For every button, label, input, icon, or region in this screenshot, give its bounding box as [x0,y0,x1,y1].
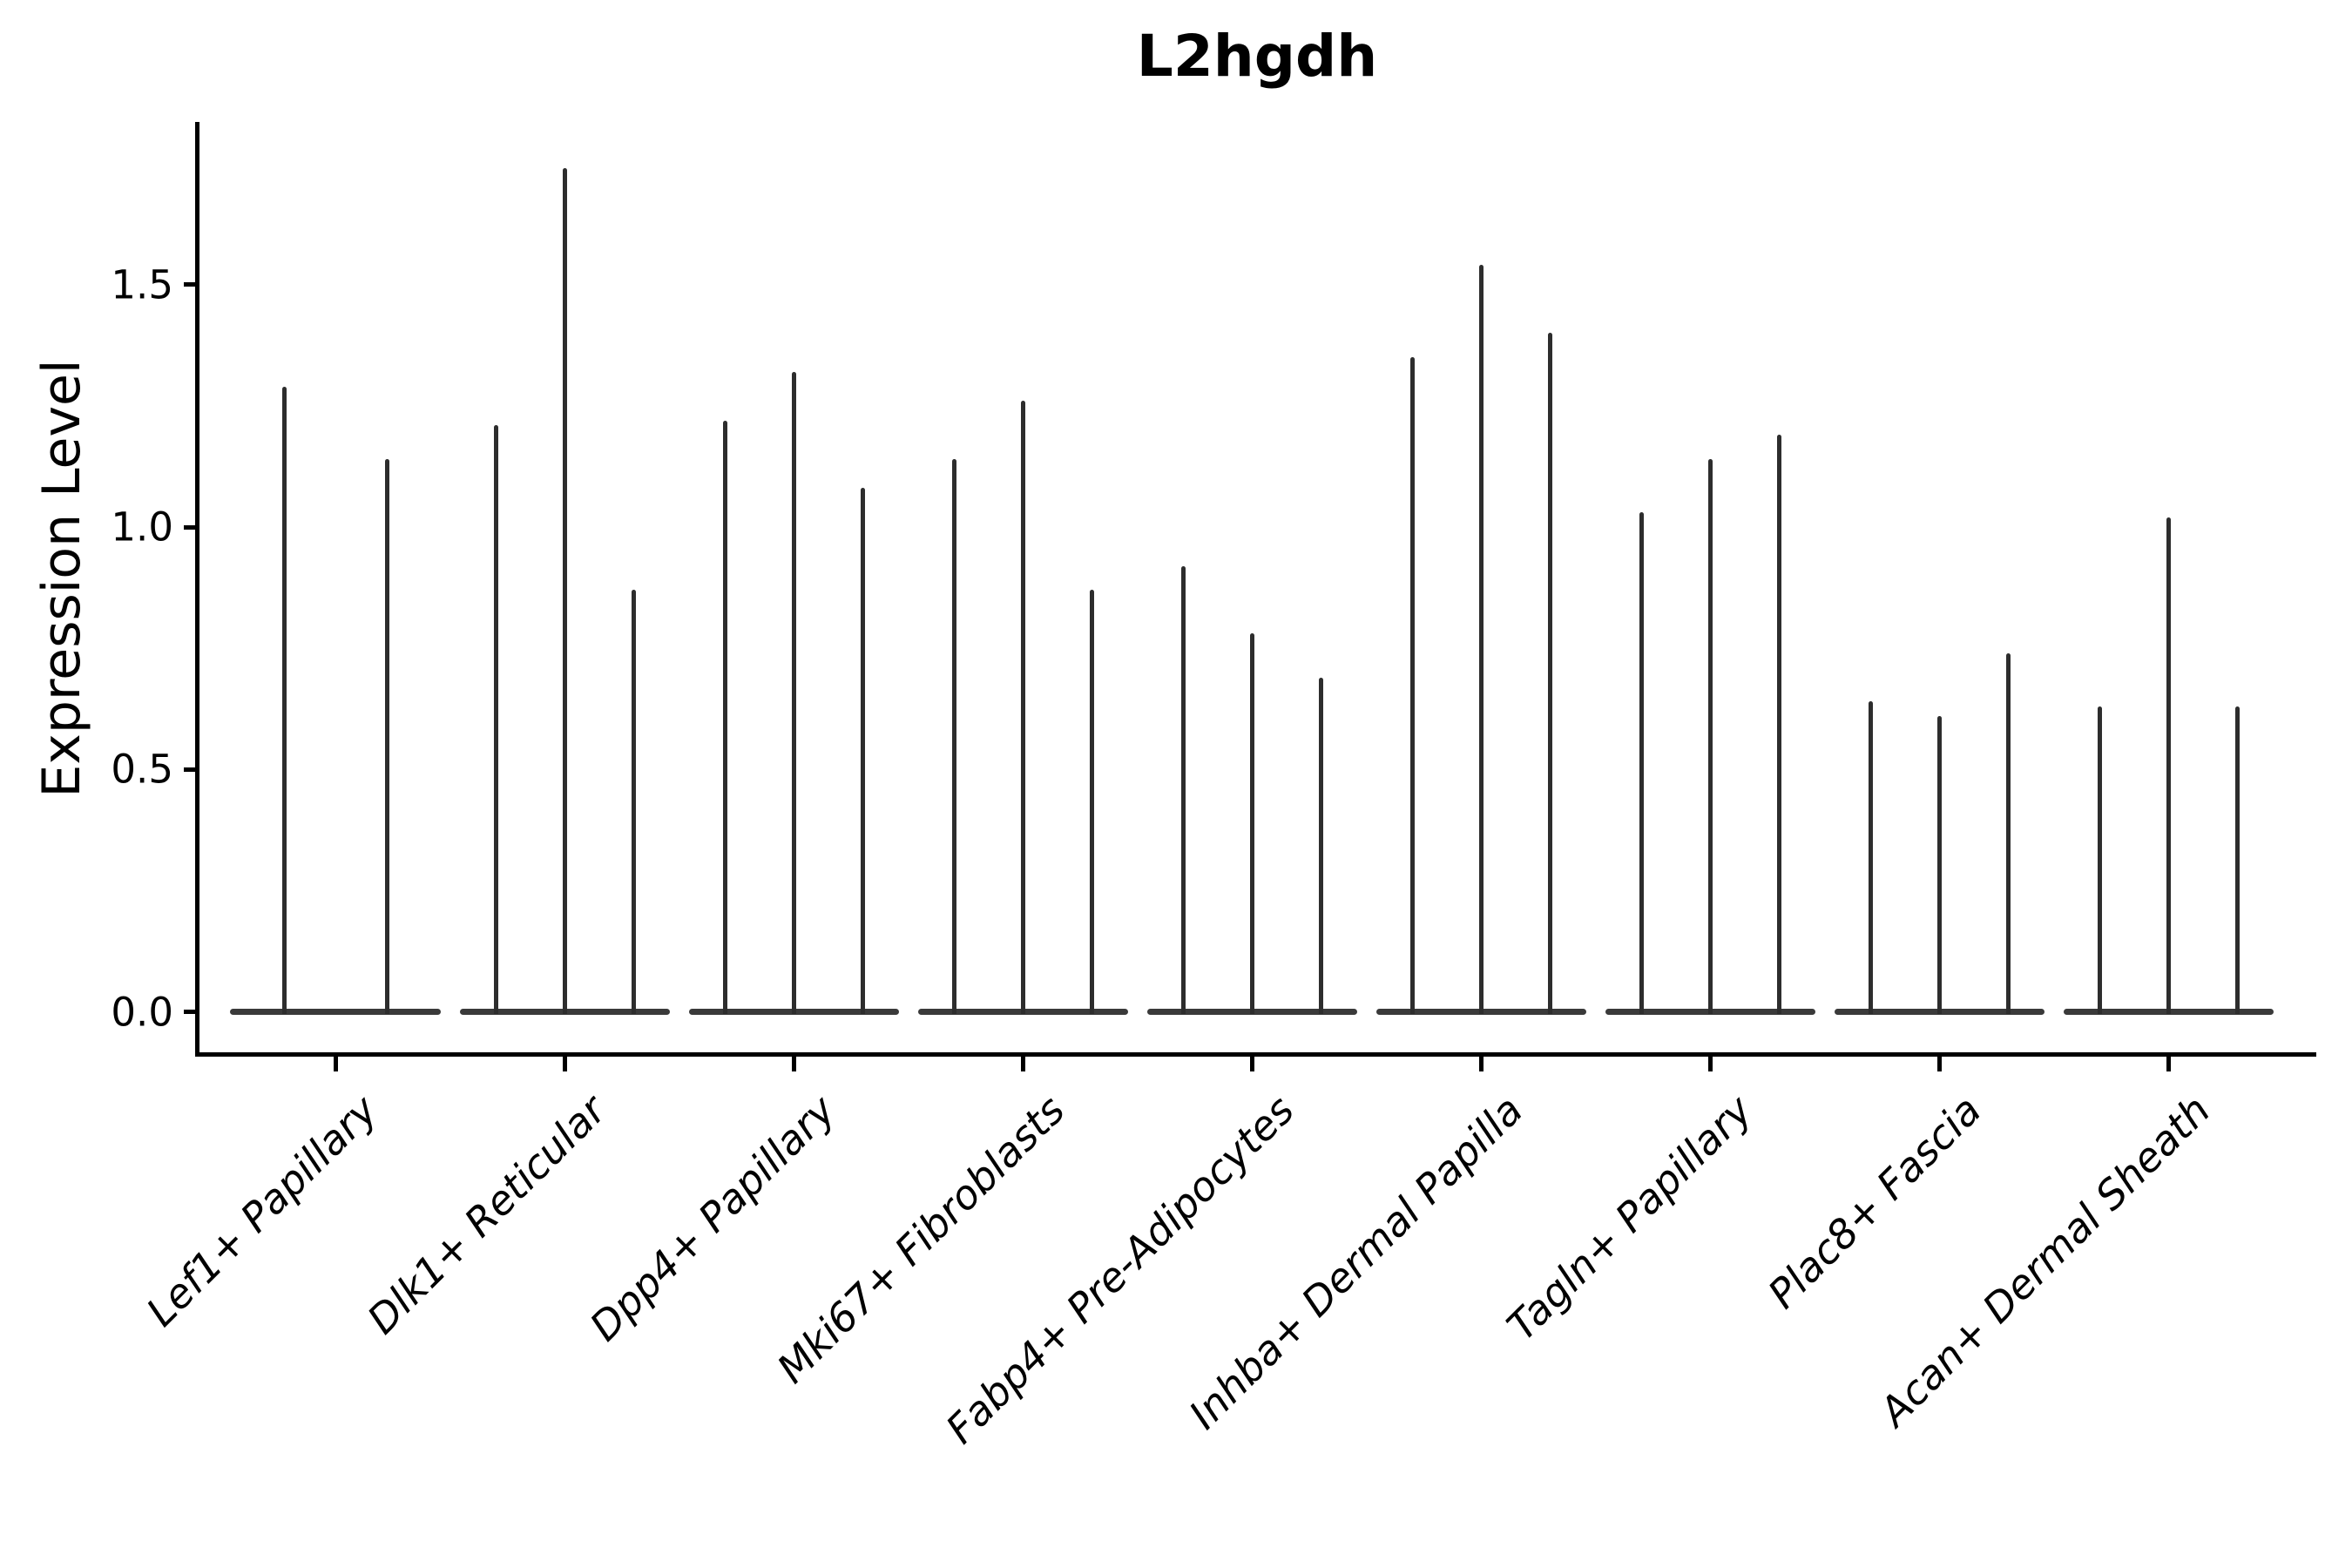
y-tick-label: 1.0 [111,504,173,551]
x-category-label: Dlk1+ Reticular [358,1086,616,1343]
violin-spike [860,488,865,1015]
violin-spike [562,168,567,1015]
violin-spike [1089,590,1094,1015]
x-tick-mark [1249,1056,1254,1071]
violin-spike [2235,706,2240,1015]
x-tick-mark [1020,1056,1025,1071]
y-tick-label: 1.5 [111,261,173,308]
violin-spike [722,420,727,1015]
x-axis-spine [195,1052,2316,1057]
violin-spike [493,425,498,1015]
y-tick-mark [184,282,198,287]
x-category-label: Dpp4+ Papillary [580,1086,845,1350]
violin-spike [1869,701,1874,1015]
violin-spike [1548,333,1552,1015]
y-tick-mark [184,1010,198,1015]
x-tick-mark [2166,1056,2172,1071]
x-category-label: Tagln+ Papillary [1497,1086,1761,1350]
x-tick-mark [562,1056,567,1071]
violin-spike [631,590,636,1015]
y-tick-mark [184,767,198,772]
violin-spike [1020,401,1025,1015]
violin-spike [384,459,389,1015]
y-axis-spine [195,122,199,1057]
x-tick-mark [1479,1056,1484,1071]
violin-spike [1937,716,1943,1015]
violin-baseline [230,1009,441,1015]
violin-spike [1479,265,1484,1015]
violin-spike [951,459,956,1015]
violin-spike [281,386,287,1015]
y-tick-label: 0.0 [111,989,173,1036]
violin-spike [791,371,796,1015]
x-category-label: Plac8+ Fascia [1759,1086,1990,1318]
x-tick-mark [333,1056,338,1071]
y-tick-mark [184,524,198,530]
violin-spike [2166,517,2172,1015]
violin-spike [1639,512,1645,1015]
violin-spike [1708,459,1713,1015]
x-category-label: Lef1+ Papillary [137,1086,387,1335]
violin-spike [1410,357,1415,1015]
violin-spike [2006,652,2011,1015]
violin-spike [2098,706,2103,1015]
x-tick-mark [1708,1056,1713,1071]
violin-spike [1180,565,1186,1015]
violin-spike [1249,633,1254,1015]
x-tick-mark [1937,1056,1943,1071]
chart-title: L2hgdh [1136,23,1378,90]
y-tick-label: 0.5 [111,746,173,793]
violin-spike [1777,435,1782,1015]
violin-spike [1318,677,1323,1015]
y-axis-label: Expression Level [31,359,92,798]
x-tick-mark [791,1056,796,1071]
